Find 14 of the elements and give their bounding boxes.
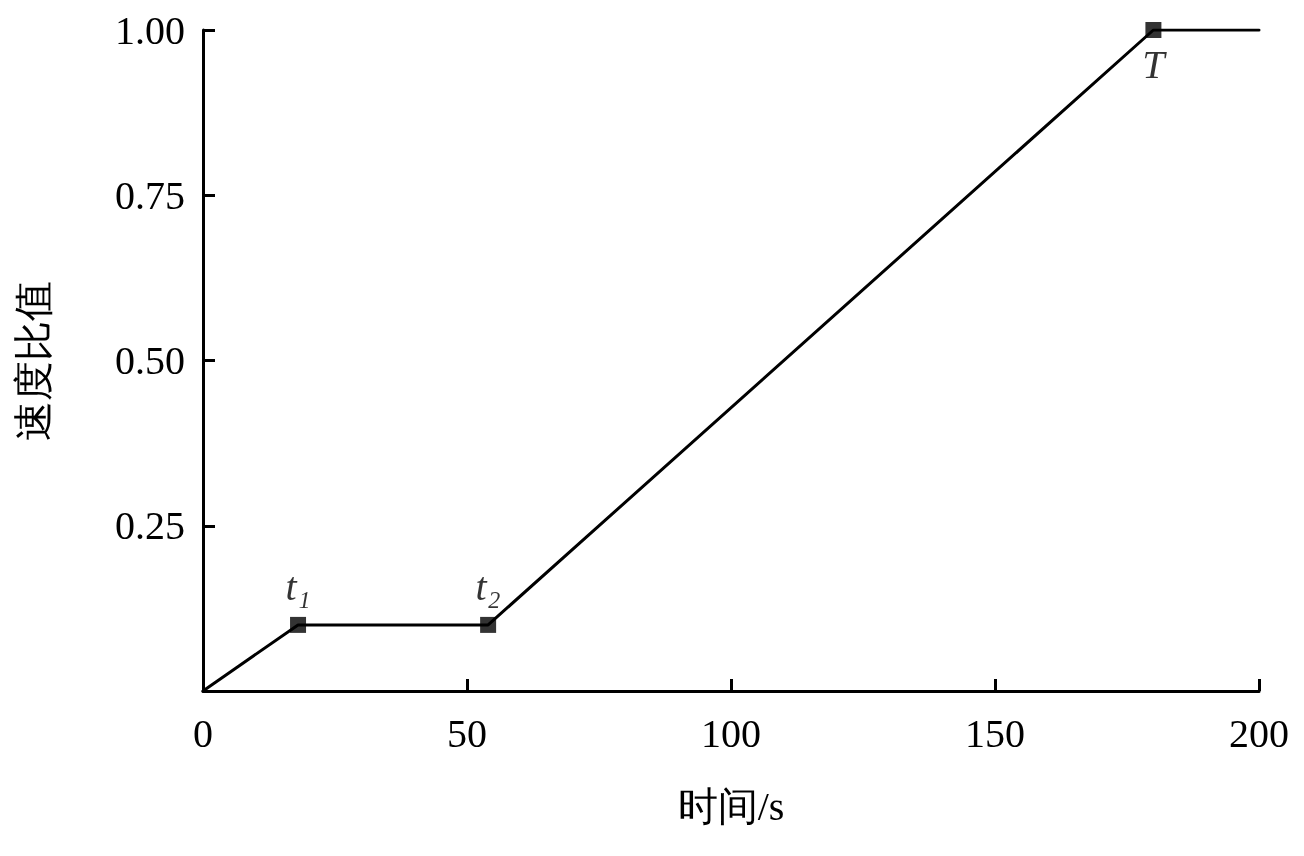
x-axis-title: 时间/s (677, 783, 785, 829)
x-tick-label: 200 (1229, 710, 1289, 756)
y-tick-label: 1.00 (115, 7, 185, 53)
annotation: t₂ (475, 564, 501, 610)
annotation: T (1142, 41, 1168, 87)
y-tick-label: 0.25 (115, 503, 185, 549)
y-tick-label: 0.75 (115, 172, 185, 218)
x-tick-label: 100 (701, 710, 761, 756)
x-tick-label: 150 (965, 710, 1025, 756)
annotation: t₁ (285, 564, 311, 610)
x-tick-label: 0 (193, 710, 213, 756)
y-axis-title: 速度比值 (10, 280, 56, 441)
x-tick-label: 50 (447, 710, 487, 756)
y-tick-label: 0.50 (115, 338, 185, 383)
